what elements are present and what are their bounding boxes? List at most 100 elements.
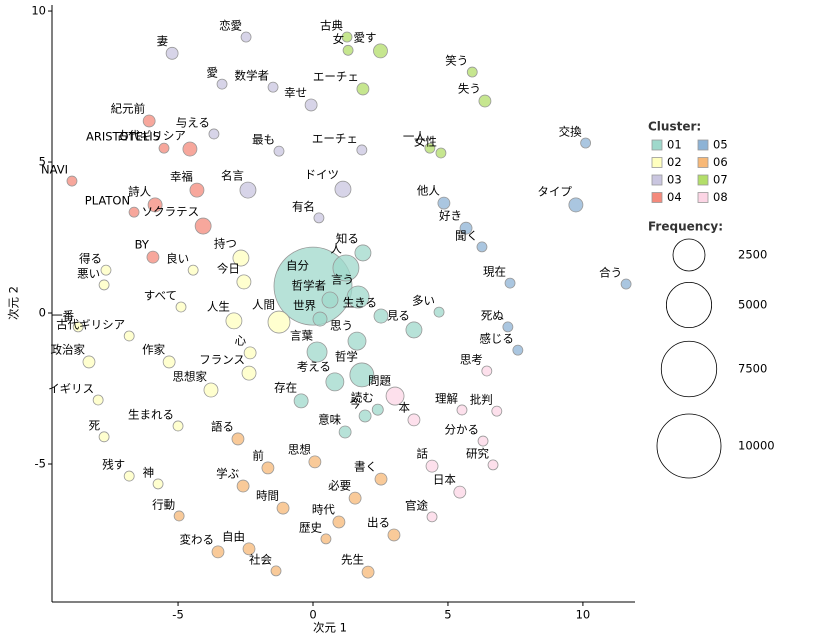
x-tick-label: 10 bbox=[576, 608, 591, 622]
bubble bbox=[240, 31, 252, 43]
bubble bbox=[453, 485, 467, 499]
point-label: 多い bbox=[412, 294, 435, 308]
bubble bbox=[232, 249, 250, 267]
bubble bbox=[123, 470, 135, 482]
bubble bbox=[146, 250, 160, 264]
bubble bbox=[342, 44, 354, 56]
x-axis-label: 次元 1 bbox=[313, 621, 347, 635]
bubble bbox=[321, 291, 339, 309]
bubble bbox=[356, 82, 370, 96]
point-label: 人間 bbox=[252, 298, 275, 312]
size-legend-title: Frequency: bbox=[648, 220, 723, 234]
bubble bbox=[356, 144, 368, 156]
point-label: 理解 bbox=[435, 391, 458, 405]
point-label: 変わる bbox=[179, 532, 214, 546]
bubble bbox=[242, 542, 256, 556]
bubble bbox=[152, 478, 164, 490]
x-tick-label: 0 bbox=[309, 608, 316, 622]
point-label: 女性 bbox=[414, 134, 437, 148]
point-label: ARISTOTELIS bbox=[86, 130, 160, 144]
bubble bbox=[361, 565, 375, 579]
point-label: 有名 bbox=[292, 199, 315, 213]
point-label: 残す bbox=[102, 458, 125, 472]
bubble bbox=[239, 181, 257, 199]
point-label: 思う bbox=[330, 319, 353, 333]
point-label: 死ぬ bbox=[481, 308, 504, 322]
bubble bbox=[158, 142, 170, 154]
legend-label: 02 bbox=[667, 155, 682, 169]
bubble bbox=[373, 308, 389, 324]
point-label: 恋愛 bbox=[219, 19, 242, 33]
bubble bbox=[231, 432, 245, 446]
legend-swatch bbox=[651, 157, 663, 168]
point-label: 思想 bbox=[288, 442, 311, 456]
bubble bbox=[236, 479, 250, 493]
bubble bbox=[568, 197, 584, 213]
bubble bbox=[162, 355, 176, 369]
legend-label: 01 bbox=[667, 138, 682, 152]
point-label: 聞く bbox=[455, 228, 478, 242]
point-label: 愛 bbox=[207, 66, 219, 80]
bubble bbox=[478, 94, 492, 108]
bubble bbox=[405, 321, 423, 339]
bubble bbox=[267, 81, 279, 93]
bubble bbox=[387, 528, 401, 542]
point-label: ソクラテス bbox=[142, 205, 200, 219]
bubble bbox=[477, 435, 489, 447]
legend-swatch bbox=[697, 157, 709, 168]
bubble bbox=[243, 346, 257, 360]
bubble bbox=[165, 46, 179, 60]
point-label: 作家 bbox=[142, 342, 165, 356]
point-label: 言う bbox=[331, 273, 354, 287]
point-label: 時間 bbox=[256, 489, 279, 503]
bubble bbox=[334, 180, 352, 198]
point-label: 一番 bbox=[51, 308, 74, 322]
size-legend-label: 7500 bbox=[738, 362, 767, 376]
bubble bbox=[385, 386, 405, 406]
point-label: 思想家 bbox=[172, 370, 207, 384]
point-label: 思考 bbox=[460, 352, 483, 366]
bubble bbox=[293, 393, 309, 409]
bubble bbox=[512, 344, 524, 356]
point-label: 生まれる bbox=[128, 407, 174, 421]
bubble bbox=[435, 147, 447, 159]
bubble bbox=[304, 98, 318, 112]
point-label: PLATON bbox=[85, 194, 130, 208]
bubble bbox=[98, 279, 110, 291]
bubble bbox=[142, 114, 156, 128]
point-label: 日本 bbox=[433, 473, 456, 487]
point-label: 良い bbox=[166, 252, 189, 266]
x-tick-label: 5 bbox=[444, 608, 451, 622]
bubble bbox=[504, 277, 516, 289]
point-label: 社会 bbox=[249, 552, 272, 566]
point-label: 読む bbox=[351, 391, 374, 405]
bubble bbox=[270, 565, 282, 577]
bubble bbox=[580, 137, 592, 149]
y-tick-label: 0 bbox=[39, 306, 46, 320]
bubble bbox=[426, 511, 438, 523]
point-label: 政治家 bbox=[50, 342, 85, 356]
point-label: 数学者 bbox=[235, 69, 270, 83]
point-label: 分かる bbox=[445, 423, 480, 437]
point-label: エーチェ bbox=[313, 69, 359, 83]
bubble bbox=[187, 264, 199, 276]
bubble bbox=[308, 455, 322, 469]
point-label: 悪い bbox=[77, 266, 100, 280]
bubble bbox=[437, 196, 451, 210]
bubble bbox=[481, 365, 493, 377]
point-label: 知る bbox=[336, 231, 359, 245]
bubble bbox=[241, 365, 257, 381]
point-label: 哲学者 bbox=[292, 279, 327, 293]
point-label: フランス bbox=[199, 353, 245, 367]
legend-swatch bbox=[697, 192, 709, 203]
y-tick-label: -5 bbox=[35, 456, 46, 470]
point-label: 官途 bbox=[405, 498, 428, 512]
point-label: 古代ギリシア bbox=[56, 317, 125, 331]
point-label: 必要 bbox=[328, 479, 351, 493]
bubble bbox=[100, 264, 112, 276]
bubble bbox=[173, 510, 185, 522]
bubble bbox=[371, 403, 384, 416]
point-label: 人 bbox=[330, 242, 342, 256]
point-label: 批判 bbox=[470, 393, 493, 407]
